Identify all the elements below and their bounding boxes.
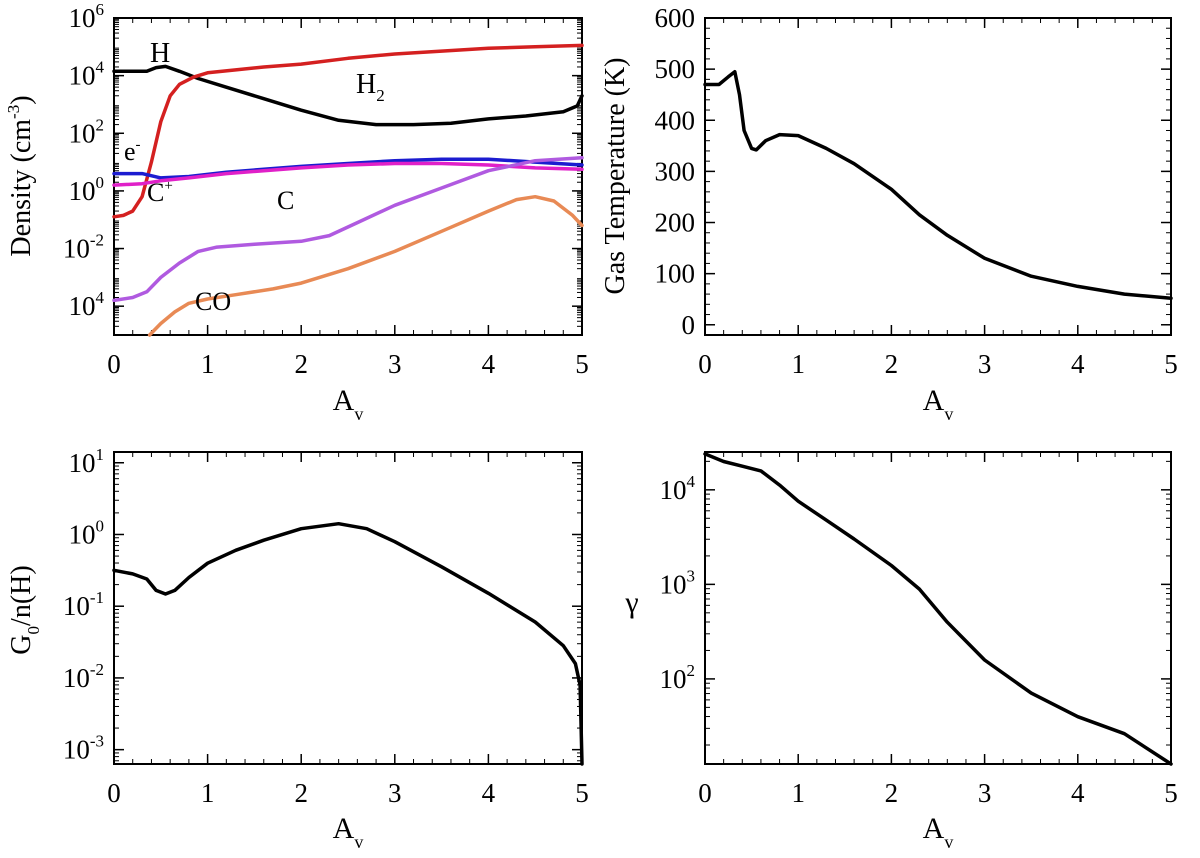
x-tick-label: 1	[201, 778, 215, 808]
g0-x-ticks: 0 1 2 3 4 5	[107, 452, 589, 808]
x-tick-label: 0	[698, 349, 712, 379]
x-tick-label: 0	[107, 349, 121, 379]
gamma-y-ticks: 104 103 102	[660, 460, 1171, 746]
label-h2: H2	[356, 69, 385, 105]
y-tick-label: 10-3	[63, 732, 104, 765]
x-tick-label: 2	[294, 778, 308, 808]
y-tick-label: 300	[655, 156, 696, 186]
series-line-h	[112, 64, 584, 127]
x-tick-label: 4	[482, 778, 496, 808]
label-c: C	[277, 186, 294, 215]
x-tick-label: 1	[791, 349, 805, 379]
temperature-x-ticks: 0 1 2 3 4 5	[698, 18, 1178, 379]
y-tick-label: 104	[69, 288, 105, 321]
series-line-c-plus	[112, 161, 584, 187]
temperature-y-ticks: 0 100 200 300 400 500 600	[655, 3, 1171, 340]
x-tick-label: 0	[698, 778, 712, 808]
y-tick-label: 102	[660, 661, 696, 694]
label-h: H	[150, 38, 170, 69]
gamma-x-axis-label: Av	[923, 812, 954, 852]
g0-series	[112, 521, 584, 766]
temperature-x-axis-label: Av	[923, 384, 954, 424]
x-tick-label: 5	[1164, 349, 1178, 379]
density-x-axis-label: Av	[333, 384, 364, 424]
series-line-co	[147, 194, 584, 337]
x-tick-label: 5	[1164, 778, 1178, 808]
y-tick-label: 102	[69, 115, 105, 148]
x-tick-label: 4	[1071, 778, 1085, 808]
y-tick-label: 600	[655, 3, 696, 33]
temperature-panel: 0 1 2 3 4 5 0 100 200 300 400 500 600 Av Gas Temper…	[600, 3, 1178, 424]
density-x-ticks: 0 1 2 3 4 5	[107, 18, 589, 379]
x-tick-label: 2	[885, 349, 899, 379]
y-tick-label: 106	[69, 0, 105, 33]
x-tick-label: 2	[885, 778, 899, 808]
x-tick-label: 5	[575, 349, 589, 379]
x-tick-label: 2	[294, 349, 308, 379]
series-line-c	[112, 156, 584, 303]
density-y-ticks: 106 104 102 100 10-2 104	[63, 0, 582, 327]
y-tick-label: 10-1	[63, 588, 104, 621]
x-tick-label: 3	[978, 778, 992, 808]
gamma-x-ticks: 0 1 2 3 4 5	[698, 452, 1178, 808]
g0-x-axis-label: Av	[333, 812, 364, 852]
density-y-axis-label: Density (cm-3)	[4, 95, 37, 256]
series-line-t-gas	[703, 69, 1173, 300]
y-tick-label: 400	[655, 105, 696, 135]
series-line-g0-n-h-	[112, 521, 584, 766]
temperature-plot-frame	[704, 17, 1172, 336]
x-tick-label: 4	[1071, 349, 1085, 379]
density-series	[112, 43, 584, 337]
y-tick-label: 200	[655, 208, 696, 238]
temperature-y-axis-label: Gas Temperature (K)	[600, 58, 631, 295]
y-tick-label: 10-2	[63, 660, 104, 693]
y-tick-label: 104	[69, 58, 105, 91]
y-tick-label: 10-2	[63, 231, 104, 264]
gamma-y-axis-label: γ	[624, 586, 638, 619]
g0-panel: 0 1 2 3 4 5 101 100 10-1 10-2 10-3 Av G0/n(H)	[6, 445, 589, 852]
x-tick-label: 1	[791, 778, 805, 808]
y-tick-label: 500	[655, 54, 696, 84]
y-tick-label: 103	[660, 566, 696, 599]
gamma-plot-frame	[704, 451, 1172, 765]
label-co: CO	[195, 287, 231, 316]
y-tick-label: 101	[69, 445, 105, 478]
y-tick-label: 104	[660, 472, 696, 505]
gamma-panel: 0 1 2 3 4 5 104 103 102 Av γ	[624, 451, 1178, 852]
x-tick-label: 1	[201, 349, 215, 379]
x-tick-label: 3	[978, 349, 992, 379]
y-tick-label: 100	[69, 516, 105, 549]
x-tick-label: 0	[107, 778, 121, 808]
series-line-gamma	[703, 452, 1173, 766]
x-tick-label: 5	[575, 778, 589, 808]
temperature-series	[703, 69, 1173, 300]
density-panel: 0 1 2 3 4 5 106 104 102 100 10-2 104 Av Density (c…	[4, 0, 589, 424]
y-tick-label: 0	[682, 310, 696, 340]
label-c-plus: C+	[147, 178, 173, 207]
gamma-series	[703, 452, 1173, 766]
density-plot-frame	[113, 17, 583, 336]
x-tick-label: 3	[388, 349, 402, 379]
y-tick-label: 100	[69, 173, 105, 206]
y-tick-label: 100	[655, 259, 696, 289]
series-line-h2	[112, 43, 584, 219]
x-tick-label: 3	[388, 778, 402, 808]
g0-plot-frame	[113, 451, 583, 765]
x-tick-label: 4	[482, 349, 496, 379]
g0-y-axis-label: G0/n(H)	[6, 565, 43, 654]
label-electron: e-	[124, 137, 141, 166]
